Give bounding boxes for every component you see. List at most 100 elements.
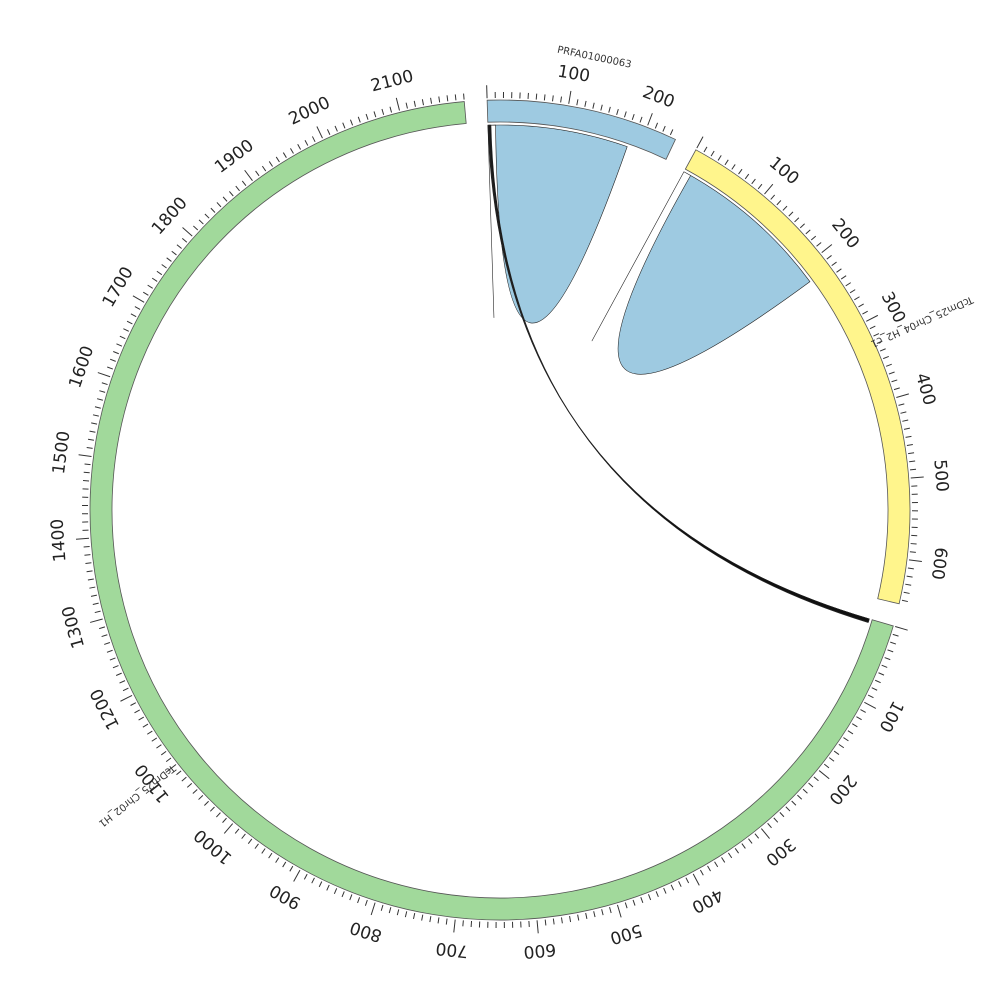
minor-tick-prfa01000063 — [616, 108, 619, 115]
minor-tick-tcdm25-chr02-h1 — [303, 873, 308, 880]
minor-tick-tcdm25-chr02-h1 — [138, 716, 145, 721]
minor-tick-tcdm25-chr04-h2-c1 — [788, 211, 794, 217]
minor-tick-tcdm25-chr02-h1 — [268, 852, 273, 859]
minor-tick-tcdm25-chr02-h1 — [91, 422, 98, 425]
minor-tick-tcdm25-chr02-h1 — [349, 894, 353, 901]
minor-tick-tcdm25-chr04-h2-c1 — [845, 282, 852, 287]
minor-tick-tcdm25-chr04-h2-c1 — [900, 411, 907, 414]
minor-tick-tcdm25-chr02-h1 — [609, 907, 612, 914]
minor-tick-tcdm25-chr02-h1 — [156, 270, 163, 276]
minor-tick-tcdm25-chr04-h2-c1 — [906, 444, 913, 446]
minor-tick-tcdm25-chr02-h1 — [802, 788, 808, 794]
minor-tick-tcdm25-chr02-h1 — [235, 185, 240, 192]
minor-tick-tcdm25-chr04-h2-c1 — [883, 355, 889, 360]
minor-tick-tcdm25-chr02-h1 — [87, 578, 94, 581]
major-tick-tcdm25-chr04-h2-c1 — [866, 314, 879, 322]
minor-tick-tcdm25-chr02-h1 — [593, 911, 596, 918]
minor-tick-tcdm25-chr02-h1 — [241, 833, 246, 839]
minor-tick-tcdm25-chr02-h1 — [146, 730, 153, 735]
minor-tick-tcdm25-chr02-h1 — [421, 99, 424, 106]
minor-tick-tcdm25-chr02-h1 — [84, 554, 91, 556]
minor-tick-tcdm25-chr02-h1 — [364, 899, 368, 906]
minor-tick-tcdm25-chr02-h1 — [404, 911, 408, 918]
minor-tick-tcdm25-chr02-h1 — [333, 888, 338, 894]
minor-tick-tcdm25-chr02-h1 — [304, 140, 309, 146]
major-tick-tcdm25-chr02-h1 — [692, 873, 700, 886]
minor-tick-tcdm25-chr04-h2-c1 — [858, 303, 864, 308]
major-tick-tcdm25-chr02-h1 — [895, 626, 908, 631]
minor-tick-tcdm25-chr04-h2-c1 — [703, 146, 708, 153]
minor-tick-tcdm25-chr02-h1 — [86, 570, 93, 573]
minor-tick-tcdm25-chr02-h1 — [113, 351, 119, 355]
minor-tick-tcdm25-chr02-h1 — [851, 723, 858, 728]
minor-tick-tcdm25-chr02-h1 — [797, 794, 803, 800]
minor-tick-tcdm25-chr04-h2-c1 — [903, 427, 911, 430]
minor-tick-tcdm25-chr02-h1 — [823, 763, 830, 769]
minor-tick-tcdm25-chr02-h1 — [254, 843, 259, 849]
tick-label-tcdm25-chr04-h2-c1: 300 — [877, 289, 910, 327]
minor-tick-tcdm25-chr02-h1 — [255, 170, 260, 177]
minor-tick-tcdm25-chr02-h1 — [171, 250, 177, 256]
minor-tick-tcdm25-chr02-h1 — [130, 313, 137, 318]
ticks-layer — [75, 85, 924, 934]
minor-tick-tcdm25-chr04-h2-c1 — [905, 435, 912, 438]
tick-label-tcdm25-chr04-h2-c1: 100 — [765, 153, 803, 189]
tick-label-tcdm25-chr02-h1: 2100 — [369, 66, 416, 96]
minor-tick-tcdm25-chr02-h1 — [881, 664, 888, 668]
minor-tick-tcdm25-chr02-h1 — [142, 291, 149, 296]
major-tick-tcdm25-chr04-h2-c1 — [910, 476, 924, 479]
minor-tick-prfa01000063 — [600, 104, 603, 111]
minor-tick-tcdm25-chr02-h1 — [779, 812, 785, 818]
minor-tick-tcdm25-chr02-h1 — [107, 366, 114, 370]
minor-tick-tcdm25-chr04-h2-c1 — [826, 255, 832, 260]
minor-tick-tcdm25-chr02-h1 — [714, 861, 719, 868]
minor-tick-tcdm25-chr02-h1 — [727, 852, 733, 859]
minor-tick-tcdm25-chr02-h1 — [92, 414, 99, 417]
minor-tick-tcdm25-chr04-h2-c1 — [885, 363, 892, 367]
tick-label-tcdm25-chr04-h2-c1: 500 — [929, 459, 951, 493]
minor-tick-tcdm25-chr04-h2-c1 — [849, 289, 856, 294]
minor-tick-tcdm25-chr02-h1 — [122, 687, 129, 692]
tick-label-prfa01000063: 200 — [640, 82, 677, 112]
major-tick-tcdm25-chr02-h1 — [395, 97, 400, 111]
minor-tick-tcdm25-chr04-h2-c1 — [879, 348, 886, 352]
tick-label-prfa01000063: 100 — [556, 62, 591, 87]
minor-tick-tcdm25-chr02-h1 — [176, 244, 182, 249]
minor-tick-tcdm25-chr04-h2-c1 — [816, 242, 822, 247]
minor-tick-tcdm25-chr04-h2-c1 — [906, 575, 913, 578]
major-tick-tcdm25-chr02-h1 — [453, 919, 456, 933]
minor-tick-tcdm25-chr04-h2-c1 — [902, 419, 909, 422]
minor-tick-tcdm25-chr02-h1 — [389, 106, 393, 113]
minor-tick-tcdm25-chr02-h1 — [685, 877, 690, 884]
minor-tick-tcdm25-chr02-h1 — [699, 869, 704, 876]
tick-label-tcdm25-chr04-h2-c1: 200 — [827, 215, 863, 253]
minor-tick-tcdm25-chr04-h2-c1 — [840, 275, 847, 280]
minor-tick-tcdm25-chr02-h1 — [204, 800, 209, 806]
minor-tick-tcdm25-chr02-h1 — [884, 657, 891, 661]
major-tick-tcdm25-chr04-h2-c1 — [696, 136, 704, 149]
minor-tick-tcdm25-chr04-h2-c1 — [909, 468, 917, 471]
minor-tick-tcdm25-chr02-h1 — [160, 750, 167, 756]
tick-label-tcdm25-chr02-h1: 1800 — [148, 193, 192, 239]
minor-tick-tcdm25-chr02-h1 — [365, 113, 369, 120]
minor-tick-tcdm25-chr02-h1 — [275, 156, 280, 163]
minor-tick-tcdm25-chr02-h1 — [748, 838, 753, 844]
minor-tick-tcdm25-chr04-h2-c1 — [909, 460, 916, 463]
minor-tick-tcdm25-chr02-h1 — [289, 865, 294, 872]
minor-tick-tcdm25-chr02-h1 — [151, 737, 158, 742]
minor-tick-tcdm25-chr02-h1 — [334, 125, 338, 132]
minor-tick-prfa01000063 — [608, 106, 611, 113]
minor-tick-tcdm25-chr02-h1 — [193, 225, 199, 231]
minor-tick-tcdm25-chr02-h1 — [601, 909, 604, 916]
minor-tick-tcdm25-chr02-h1 — [569, 915, 572, 923]
tick-label-tcdm25-chr02-h1: 1300 — [58, 603, 89, 650]
minor-tick-tcdm25-chr02-h1 — [94, 610, 101, 614]
major-tick-tcdm25-chr02-h1 — [760, 828, 770, 839]
minor-tick-tcdm25-chr04-h2-c1 — [831, 261, 837, 267]
minor-tick-tcdm25-chr02-h1 — [89, 430, 96, 433]
minor-tick-tcdm25-chr02-h1 — [429, 916, 432, 923]
major-tick-tcdm25-chr02-h1 — [818, 770, 830, 780]
minor-tick-tcdm25-chr02-h1 — [396, 909, 400, 916]
major-tick-tcdm25-chr02-h1 — [370, 902, 376, 916]
